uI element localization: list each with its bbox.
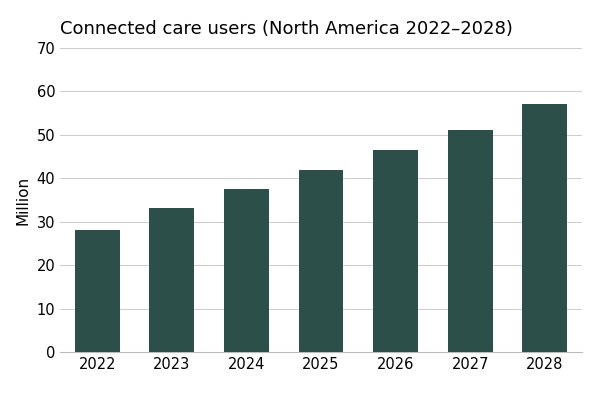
Bar	[224, 189, 269, 352]
Bar	[373, 150, 418, 352]
Bar	[299, 170, 343, 352]
Y-axis label: Million: Million	[16, 176, 31, 224]
Bar	[448, 130, 493, 352]
Text: Connected care users (North America 2022–2028): Connected care users (North America 2022…	[60, 20, 513, 38]
Bar	[523, 104, 567, 352]
Bar	[75, 230, 119, 352]
Bar	[149, 208, 194, 352]
